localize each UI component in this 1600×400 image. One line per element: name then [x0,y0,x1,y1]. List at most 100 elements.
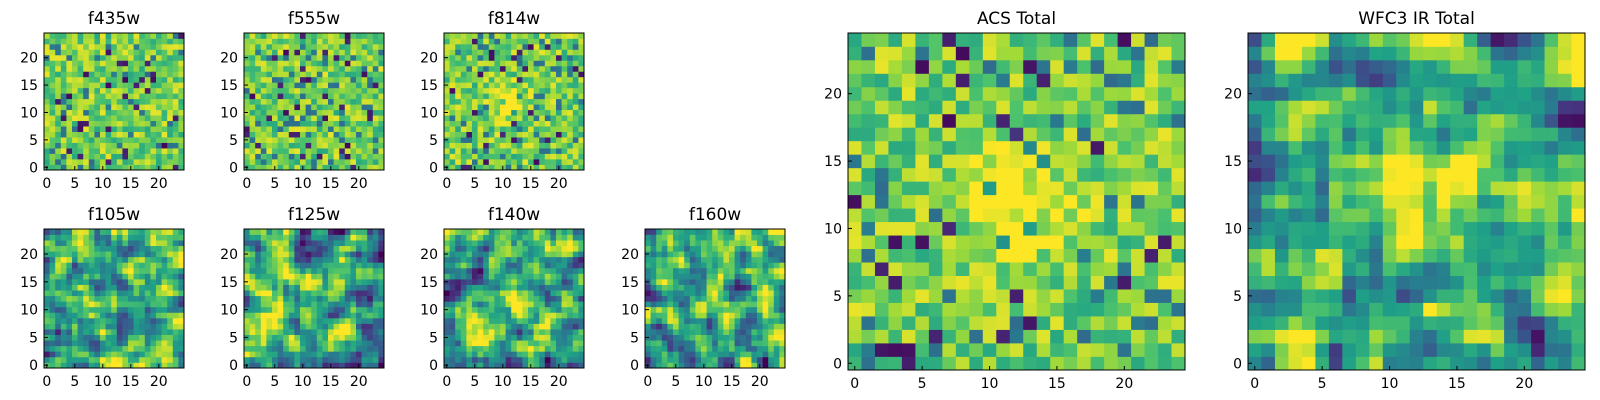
heatmap-cell [556,351,562,358]
heatmap-cell [901,208,916,223]
heatmap-cell [133,329,140,335]
heatmap-cell [1063,167,1078,182]
heatmap-cell [1104,154,1118,169]
heatmap-cell [779,240,786,247]
heatmap-cell [729,317,735,324]
heatmap-cell [578,33,585,39]
heatmap-cell [88,262,95,269]
heatmap-cell [511,87,518,94]
heatmap-cell [350,71,357,78]
heatmap-cell [294,148,301,154]
heatmap-cell [294,312,301,319]
heatmap-cell [455,340,462,347]
heatmap-cell [161,284,168,291]
heatmap-cell [528,256,534,263]
heatmap-cell [55,43,62,50]
heatmap-cell [500,345,506,352]
heatmap-cell [768,240,775,247]
heatmap-cell [578,120,585,127]
heatmap-cell [528,43,534,50]
heatmap-cell [60,115,67,122]
heatmap-cell [167,159,174,165]
heatmap-cell [72,43,78,50]
heatmap-cell [1171,289,1186,303]
heatmap-cell [578,306,585,313]
heatmap-cell [757,267,763,274]
heatmap-cell [260,93,267,100]
heatmap-cell [488,87,495,94]
heatmap-cell [751,251,758,258]
heatmap-cell [272,279,278,285]
heatmap-cell [122,33,129,39]
heatmap-cell [1171,262,1186,276]
heatmap-cell [449,38,456,45]
heatmap-cell [128,43,134,50]
heatmap-cell [44,323,50,330]
heatmap-cell [255,251,262,258]
heatmap-cell [556,340,562,347]
heatmap-cell [288,279,295,285]
heatmap-cell [367,351,374,358]
heatmap-cell [1104,181,1118,196]
heatmap-cell [150,262,157,269]
heatmap-cell [283,262,290,269]
heatmap-cell [544,76,551,83]
heatmap-cell [156,131,162,138]
heatmap-cell [1171,140,1186,155]
heatmap-cell [361,87,368,94]
heatmap-cell [328,340,334,347]
heatmap-cell [729,245,735,252]
heatmap-cell [942,329,957,344]
heatmap-cell [656,262,663,269]
heatmap-cell [105,109,112,116]
heatmap-cell [372,251,379,258]
heatmap-cell [111,148,118,154]
heatmap-cell [272,323,278,330]
heatmap-cell [522,356,529,363]
heatmap-cell [500,38,506,45]
heatmap-cell [572,240,579,247]
heatmap-cell [367,131,374,138]
heatmap-cell [449,126,456,132]
heatmap-cell [533,273,540,280]
heatmap-cell [533,262,540,269]
heatmap-cell [533,351,540,358]
heatmap-cell [255,362,262,369]
heatmap-cell [729,240,735,247]
heatmap-cell [333,159,340,165]
heatmap-cell [277,148,284,154]
heatmap-cell [684,334,691,341]
heatmap-cell [378,334,385,341]
heatmap-cell [294,60,301,67]
heatmap-cell [77,229,84,235]
heatmap-cell [49,251,56,258]
heatmap-cell [861,113,876,128]
heatmap-cell [156,33,162,39]
heatmap-cell [544,115,551,122]
heatmap-cell [116,159,123,165]
heatmap-cell [249,229,256,235]
heatmap-cell [328,356,334,363]
heatmap-cell [511,126,518,132]
heatmap-cell [94,290,101,297]
heatmap-cell [272,301,278,308]
heatmap-cell [300,38,306,45]
heatmap-cell [161,126,168,132]
heatmap-cell [94,153,101,160]
heatmap-cell [88,362,95,369]
heatmap-cell [133,82,140,89]
heatmap-cell [128,256,134,263]
heatmap-cell [466,356,473,363]
heatmap-cell [1050,302,1065,317]
heatmap-cell [361,273,368,280]
heatmap-cell [372,279,379,285]
heatmap-cell [305,104,312,111]
heatmap-cell [773,334,780,341]
heatmap-cell [294,131,301,138]
heatmap-cell [372,131,379,138]
heatmap-cell [266,262,273,269]
heatmap-cell [288,38,295,45]
heatmap-cell [272,256,278,263]
heatmap-cell [494,251,501,258]
heatmap-cell [460,312,467,319]
